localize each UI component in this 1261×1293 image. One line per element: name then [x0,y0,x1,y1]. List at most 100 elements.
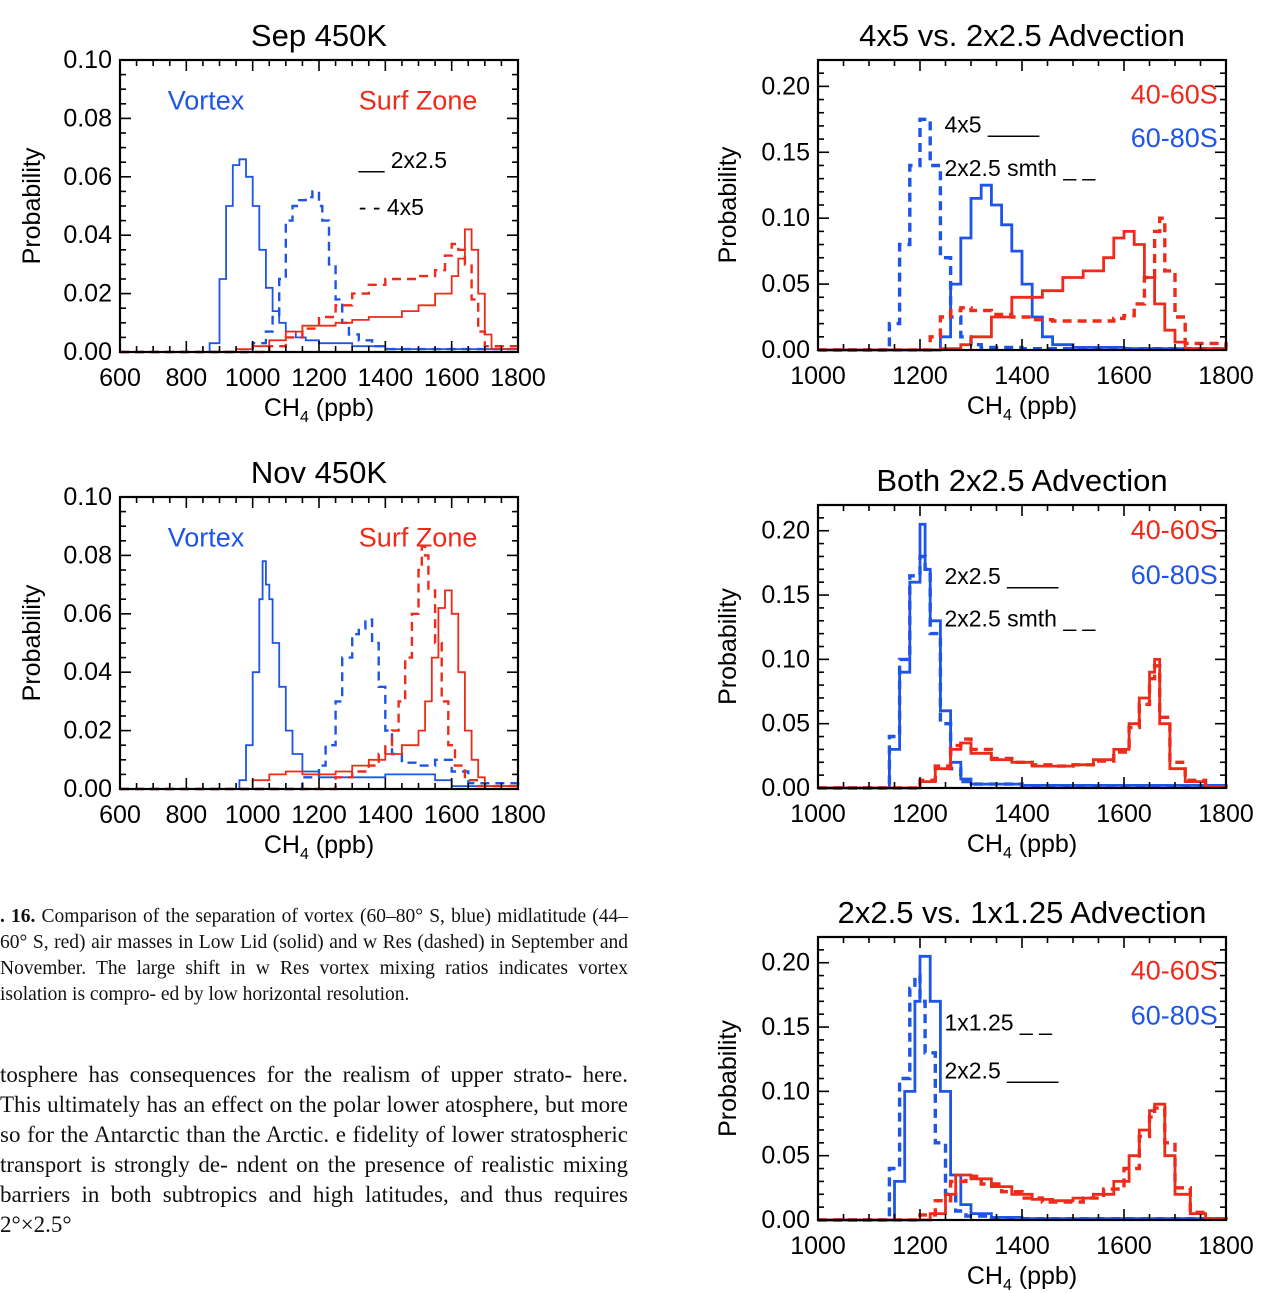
series-red-dashed [120,545,520,791]
body-text: tosphere has consequences for the realis… [0,1062,628,1237]
y-axis-label: Probability [714,1020,742,1137]
series-red-solid [120,228,519,353]
x-tick-label: 1000 [790,1232,846,1260]
x-tick-label: 1400 [994,1232,1050,1260]
series-red-dashed [818,1106,1228,1222]
x-tick-label: 600 [99,801,141,829]
y-tick-label: 0.05 [761,710,810,738]
annotation-label: 4x5 ____ [944,112,1040,138]
x-tick-label: 1400 [358,801,414,829]
figure-caption: . 16. Comparison of the separation of vo… [0,904,628,1008]
chart-title: 2x2.5 vs. 1x1.25 Advection [838,895,1207,930]
chart-title: Sep 450K [251,18,387,53]
annotation-label: 60-80S [1131,560,1218,590]
annotation-label: Vortex [168,523,245,553]
x-tick-label: 1200 [892,800,948,828]
x-tick-label: 1400 [994,800,1050,828]
y-tick-label: 0.10 [761,1077,810,1105]
x-tick-label: 800 [165,364,207,392]
x-tick-label: 1800 [490,801,546,829]
annotation-label: Vortex [168,86,245,116]
chart-nov-450k: 600 800 1000 1200 1400 1600 1800 0.00 0.02 0.04 0.… [18,455,546,863]
series-blue-dashed [120,190,520,354]
y-tick-label: 0.15 [761,138,810,166]
series-blue-dashed [120,618,520,791]
y-tick-label: 0.02 [63,280,112,308]
series-red-dashed [120,242,520,354]
y-tick-label: 0.08 [63,104,112,132]
annotation-label: 2x2.5 ____ [944,563,1059,589]
annotation-label: 40-60S [1131,515,1218,545]
y-tick-label: 0.00 [761,1206,810,1234]
y-tick-label: 0.15 [761,1013,810,1041]
y-tick-label: 0.08 [63,541,112,569]
chart-title: Both 2x2.5 Advection [876,463,1167,498]
y-axis-label: Probability [714,588,742,705]
series-blue-dashed [818,973,1228,1222]
x-tick-label: 1600 [1096,362,1152,390]
x-tick-label: 1200 [892,1232,948,1260]
y-tick-label: 0.00 [63,338,112,366]
y-tick-label: 0.00 [761,774,810,802]
x-tick-label: 1600 [1096,800,1152,828]
x-axis-label: CH4 (ppb) [967,392,1077,424]
series-red-dashed [818,216,1228,352]
annotation-label: 60-80S [1131,123,1218,153]
y-tick-label: 0.10 [63,483,112,511]
x-tick-label: 1800 [1198,1232,1254,1260]
x-tick-label: 1800 [1198,362,1254,390]
x-tick-label: 1200 [892,362,948,390]
y-axis-label: Probability [18,147,46,264]
x-tick-label: 600 [99,364,141,392]
y-tick-label: 0.10 [63,46,112,74]
y-tick-label: 0.10 [761,645,810,673]
plot-frame [816,503,1228,790]
y-tick-label: 0.05 [761,270,810,298]
chart-title: 4x5 vs. 2x2.5 Advection [859,18,1185,53]
annotation-label: 2x2.5 smth _ _ [944,155,1096,181]
x-axis-label: CH4 (ppb) [264,831,374,863]
y-tick-label: 0.00 [761,336,810,364]
caption-text: Comparison of the separation of vortex (… [0,906,629,1005]
y-tick-label: 0.00 [63,775,112,803]
series-red-solid [818,1102,1228,1222]
x-tick-label: 1200 [291,801,347,829]
x-tick-label: 1800 [490,364,546,392]
x-tick-label: 1600 [424,801,480,829]
x-tick-label: 1800 [1198,800,1254,828]
chart-both-2x2.5: 1000 1200 1400 1600 1800 0.00 0.05 0.10 0.15 0.20… [714,463,1254,862]
x-tick-label: 1600 [1096,1232,1152,1260]
y-tick-label: 0.20 [761,72,810,100]
x-axis-label: CH4 (ppb) [264,394,374,426]
series-red-dashed [818,664,1228,790]
annotation-label: Surf Zone [359,86,478,116]
chart-2x2.5-vs-1x1.25: 1000 1200 1400 1600 1800 0.00 0.05 0.10 0.15 0.20… [714,895,1254,1293]
series-blue-solid [120,560,519,790]
annotation-label: - - 4x5 [359,194,424,220]
y-tick-label: 0.06 [63,163,112,191]
x-tick-label: 1400 [994,362,1050,390]
series-blue-dashed [818,554,1228,790]
y-tick-label: 0.15 [761,581,810,609]
y-axis-label: Probability [714,146,742,263]
chart-4x5-vs-2x2.5: 1000 1200 1400 1600 1800 0.00 0.05 0.10 0.15 0.20… [714,18,1254,424]
x-tick-label: 800 [165,801,207,829]
body-paragraph: tosphere has consequences for the realis… [0,1060,628,1240]
chart-sep-450k: 600 800 1000 1200 1400 1600 1800 0.00 0.02 0.04 0.… [18,18,546,426]
annotation-label: 2x2.5 ____ [944,1058,1059,1084]
x-tick-label: 1600 [424,364,480,392]
annotation-label: 2x2.5 smth _ _ [944,606,1096,632]
annotation-label: 1x1.25 _ _ [944,1009,1053,1035]
y-tick-label: 0.04 [63,658,112,686]
x-tick-label: 1000 [790,362,846,390]
annotation-label: __ 2x2.5 [358,147,447,173]
chart-title: Nov 450K [251,455,387,490]
x-tick-label: 1000 [225,801,281,829]
x-tick-label: 1200 [291,364,347,392]
series-red-solid [818,230,1228,352]
x-tick-label: 1000 [225,364,281,392]
series-blue-solid [818,954,1228,1222]
x-axis-label: CH4 (ppb) [967,830,1077,862]
y-tick-label: 0.06 [63,600,112,628]
series-red-solid [818,658,1228,790]
